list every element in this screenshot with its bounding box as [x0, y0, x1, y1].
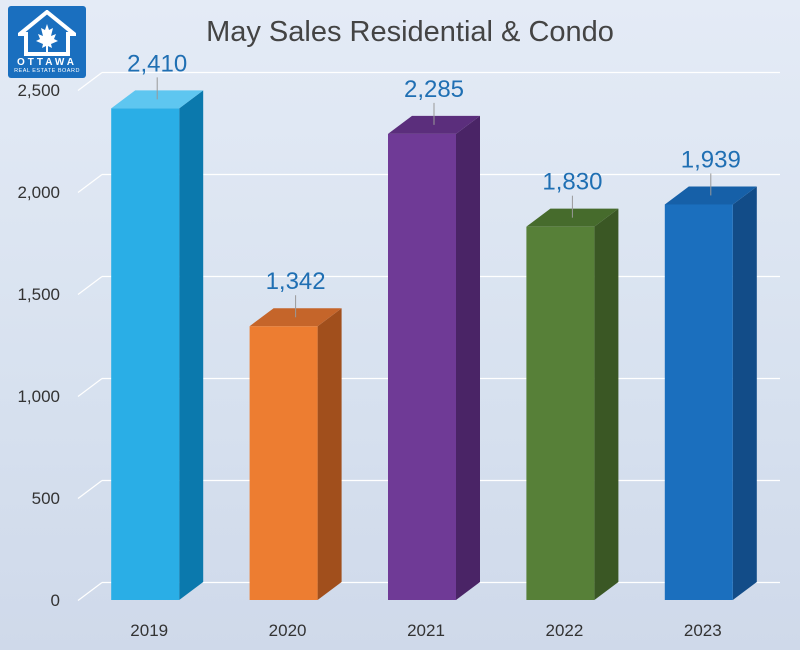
x-tick-label: 2022	[545, 621, 583, 640]
data-label: 2,410	[127, 50, 187, 77]
x-tick-label: 2023	[684, 621, 722, 640]
x-tick-label: 2019	[130, 621, 168, 640]
bar-side	[179, 90, 204, 601]
gridline-depth	[77, 378, 103, 397]
y-tick-label: 2,000	[17, 183, 60, 202]
bar-side	[594, 208, 619, 600]
data-label: 1,342	[266, 268, 326, 295]
bar-2020: 1,342	[249, 268, 342, 600]
bar-front	[664, 204, 733, 600]
chart-title: May Sales Residential & Condo	[206, 16, 614, 48]
bar-2022: 1,830	[526, 169, 619, 600]
y-tick-label: 0	[51, 591, 60, 610]
data-label: 1,939	[681, 146, 741, 173]
y-tick-label: 1,500	[17, 285, 60, 304]
house-maple-leaf-icon	[18, 10, 76, 56]
bar-front	[388, 133, 456, 601]
x-tick-label: 2021	[407, 621, 445, 640]
bar-front	[249, 326, 318, 600]
x-tick-label: 2020	[269, 621, 307, 640]
bar-side	[317, 308, 342, 600]
bar-front	[111, 108, 180, 601]
y-tick-label: 500	[32, 489, 60, 508]
ottawa-real-estate-board-logo: OTTAWA REAL ESTATE BOARD	[8, 6, 86, 78]
gridline-depth	[77, 582, 103, 601]
data-label: 2,285	[404, 76, 464, 103]
logo-subtitle: REAL ESTATE BOARD	[14, 68, 80, 74]
bar-2021: 2,285	[388, 76, 480, 601]
bar-2019: 2,410	[111, 50, 204, 601]
gridline-depth	[77, 480, 103, 499]
y-tick-label: 2,500	[17, 81, 60, 100]
logo-name: OTTAWA	[16, 57, 78, 68]
gridline-depth	[77, 276, 103, 295]
gridline-depth	[77, 72, 103, 91]
bar-front	[526, 226, 595, 600]
gridline-depth	[77, 174, 103, 193]
data-label: 1,830	[542, 169, 602, 196]
bar-2023: 1,939	[664, 146, 757, 600]
y-tick-label: 1,000	[17, 387, 60, 406]
bar-side	[732, 186, 757, 600]
bar-side	[456, 115, 480, 601]
